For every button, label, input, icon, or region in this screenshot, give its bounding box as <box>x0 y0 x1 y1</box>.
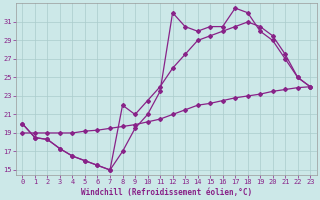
X-axis label: Windchill (Refroidissement éolien,°C): Windchill (Refroidissement éolien,°C) <box>81 188 252 197</box>
